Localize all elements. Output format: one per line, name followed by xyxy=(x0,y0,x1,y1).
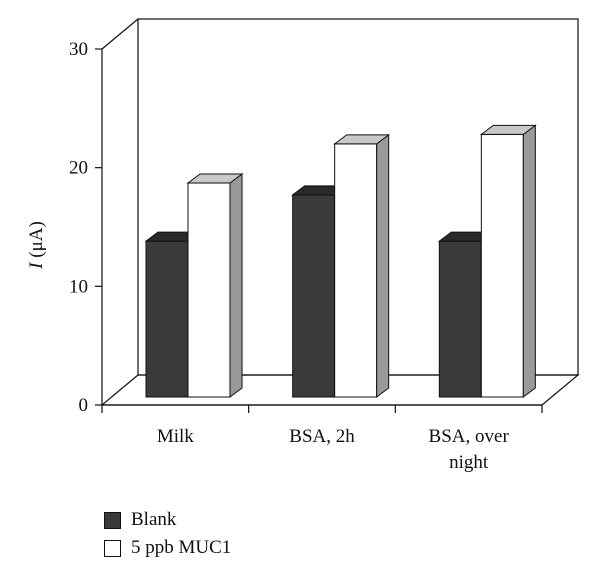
legend-item-blank: Blank xyxy=(104,506,231,534)
bar-front xyxy=(334,143,378,398)
y-tick-label-0: 0 xyxy=(79,395,89,416)
bar-side xyxy=(376,133,390,398)
bar-top xyxy=(479,124,537,135)
bar-top xyxy=(186,173,244,184)
bar-2-1 xyxy=(479,124,537,398)
bar-front xyxy=(480,133,524,398)
y-tick-label-3: 30 xyxy=(69,39,88,60)
legend-swatch-muc1 xyxy=(104,539,121,557)
y-tick-label-1: 10 xyxy=(69,276,88,297)
bar-front xyxy=(438,240,482,398)
bar-front xyxy=(145,240,189,398)
x-tick-label-1: BSA, 2h xyxy=(289,426,355,447)
y-axis: 0 10 20 30 xyxy=(69,39,103,416)
legend: Blank 5 ppb MUC1 xyxy=(104,506,231,562)
legend-swatch-blank xyxy=(104,511,121,529)
side-wall-top-edge xyxy=(101,18,139,50)
bar-1-1 xyxy=(333,133,391,398)
x-axis: Milk BSA, 2h BSA, over night xyxy=(101,404,543,473)
bar-side xyxy=(522,124,536,398)
y-tick-label-2: 20 xyxy=(69,158,88,179)
bar-top xyxy=(333,134,391,145)
legend-label-muc1: 5 ppb MUC1 xyxy=(131,537,232,558)
bar-0-1 xyxy=(186,173,244,398)
bar-front xyxy=(187,182,231,398)
x-tick-label-2-line-1: night xyxy=(449,452,489,473)
bar-front xyxy=(292,194,336,398)
legend-item-muc1: 5 ppb MUC1 xyxy=(104,534,231,562)
x-tick-label-2-line-0: BSA, over xyxy=(429,426,510,447)
y-axis-label-italic: I xyxy=(26,261,47,270)
x-tick-label-0: Milk xyxy=(157,426,194,447)
bars xyxy=(144,124,537,398)
legend-label-blank: Blank xyxy=(131,509,177,530)
y-axis-label-unit: (μA) xyxy=(26,221,47,262)
bar-chart: 0 10 20 30 Milk BSA, 2h BSA, over night I (μA) xyxy=(26,18,580,473)
y-axis-label: I (μA) xyxy=(26,221,47,270)
bar-side xyxy=(229,173,243,398)
